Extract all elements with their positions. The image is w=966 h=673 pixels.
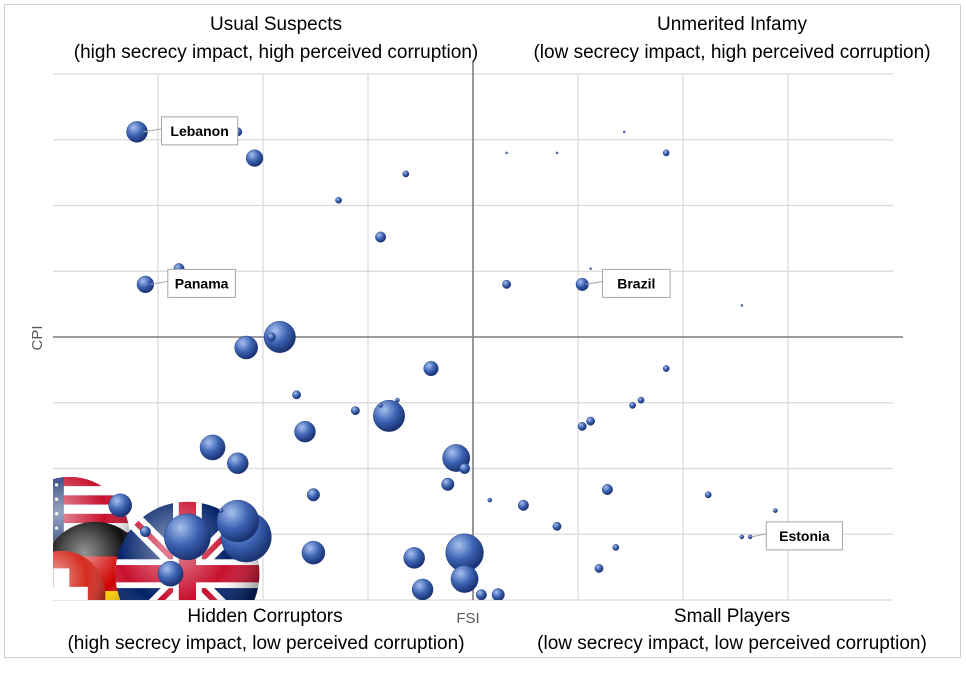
data-bubble	[637, 396, 645, 404]
data-bubble	[164, 513, 211, 561]
y-axis-label: CPI	[29, 325, 46, 350]
bubble-chart: Lebanon Panama Brazil Estonia Usual Suspect…	[29, 14, 931, 654]
quadrant-subtitle-unmerited-infamy: (low secrecy impact, high perceived corr…	[533, 42, 930, 63]
data-bubble	[441, 477, 455, 491]
data-bubble	[335, 196, 342, 204]
data-bubble	[662, 365, 670, 372]
data-bubble	[234, 335, 258, 360]
ch-flag-bubble	[53, 550, 106, 600]
data-bubble	[491, 588, 505, 600]
data-bubble	[218, 508, 224, 513]
data-bubble	[301, 540, 326, 565]
data-bubble	[555, 151, 559, 155]
data-bubble	[487, 497, 493, 503]
callout-labels: Lebanon Panama Brazil Estonia	[143, 116, 843, 551]
quadrant-title-unmerited-infamy: Unmerited Infamy	[657, 14, 807, 35]
callout-label: Brazil	[617, 275, 655, 291]
quadrant-title-small-players: Small Players	[674, 606, 790, 627]
data-bubble	[589, 267, 592, 270]
data-bubble	[423, 361, 439, 377]
data-bubble	[740, 304, 744, 307]
data-bubble	[306, 488, 320, 502]
data-bubble	[586, 416, 595, 426]
data-bubble	[108, 493, 132, 518]
data-bubble	[552, 521, 562, 531]
data-bubble	[502, 279, 511, 289]
data-bubble	[662, 149, 670, 157]
callout-lebanon: Lebanon	[143, 116, 239, 146]
data-bubble	[704, 491, 712, 499]
callout-panama: Panama	[150, 268, 236, 298]
data-bubble	[266, 332, 276, 342]
data-bubble	[139, 526, 151, 538]
data-bubble	[246, 149, 264, 167]
data-bubble	[577, 422, 587, 431]
quadrant-title-hidden-corruptors: Hidden Corruptors	[187, 606, 342, 627]
x-axis-label: FSI	[456, 610, 479, 627]
data-bubble	[227, 452, 249, 474]
data-bubble	[612, 544, 620, 551]
callout-estonia: Estonia	[751, 521, 843, 551]
quadrant-dividers	[53, 62, 903, 600]
data-bubble	[594, 564, 604, 573]
data-bubble	[773, 508, 778, 513]
data-bubble	[517, 499, 529, 511]
data-bubble	[601, 484, 613, 495]
data-bubble	[403, 547, 425, 569]
data-bubble	[459, 463, 471, 474]
data-bubble	[395, 397, 400, 403]
data-bubble	[263, 321, 296, 353]
bubble-panama	[136, 275, 154, 293]
data-bubble	[622, 130, 626, 134]
data-bubble	[739, 534, 745, 540]
data-bubble	[378, 403, 383, 408]
quadrant-subtitle-usual-suspects: (high secrecy impact, high perceived cor…	[74, 42, 478, 63]
callout-label: Panama	[175, 275, 229, 291]
data-bubble	[402, 170, 410, 178]
data-bubble	[199, 434, 226, 461]
data-bubble	[292, 390, 301, 400]
data-bubble	[373, 399, 405, 432]
chart-frame: Lebanon Panama Brazil Estonia Usual Suspect…	[4, 4, 961, 658]
quadrant-title-usual-suspects: Usual Suspects	[210, 14, 342, 35]
data-bubble	[294, 420, 316, 443]
data-bubble	[505, 151, 508, 155]
data-bubble	[350, 406, 360, 416]
callout-label: Estonia	[779, 528, 830, 544]
callout-brazil: Brazil	[585, 268, 671, 298]
bubble-lebanon	[126, 121, 148, 143]
data-bubble	[475, 589, 487, 600]
data-bubble	[216, 499, 260, 543]
data-bubble	[375, 231, 387, 243]
data-bubble	[450, 565, 479, 593]
quadrant-subtitle-small-players: (low secrecy impact, low perceived corru…	[537, 633, 927, 654]
bubble-series	[108, 121, 803, 600]
callout-label: Lebanon	[170, 123, 228, 139]
quadrant-subtitle-hidden-corruptors: (high secrecy impact, low perceived corr…	[67, 633, 464, 654]
data-bubble	[629, 402, 636, 409]
data-bubble	[157, 560, 184, 587]
data-bubble	[411, 578, 434, 600]
